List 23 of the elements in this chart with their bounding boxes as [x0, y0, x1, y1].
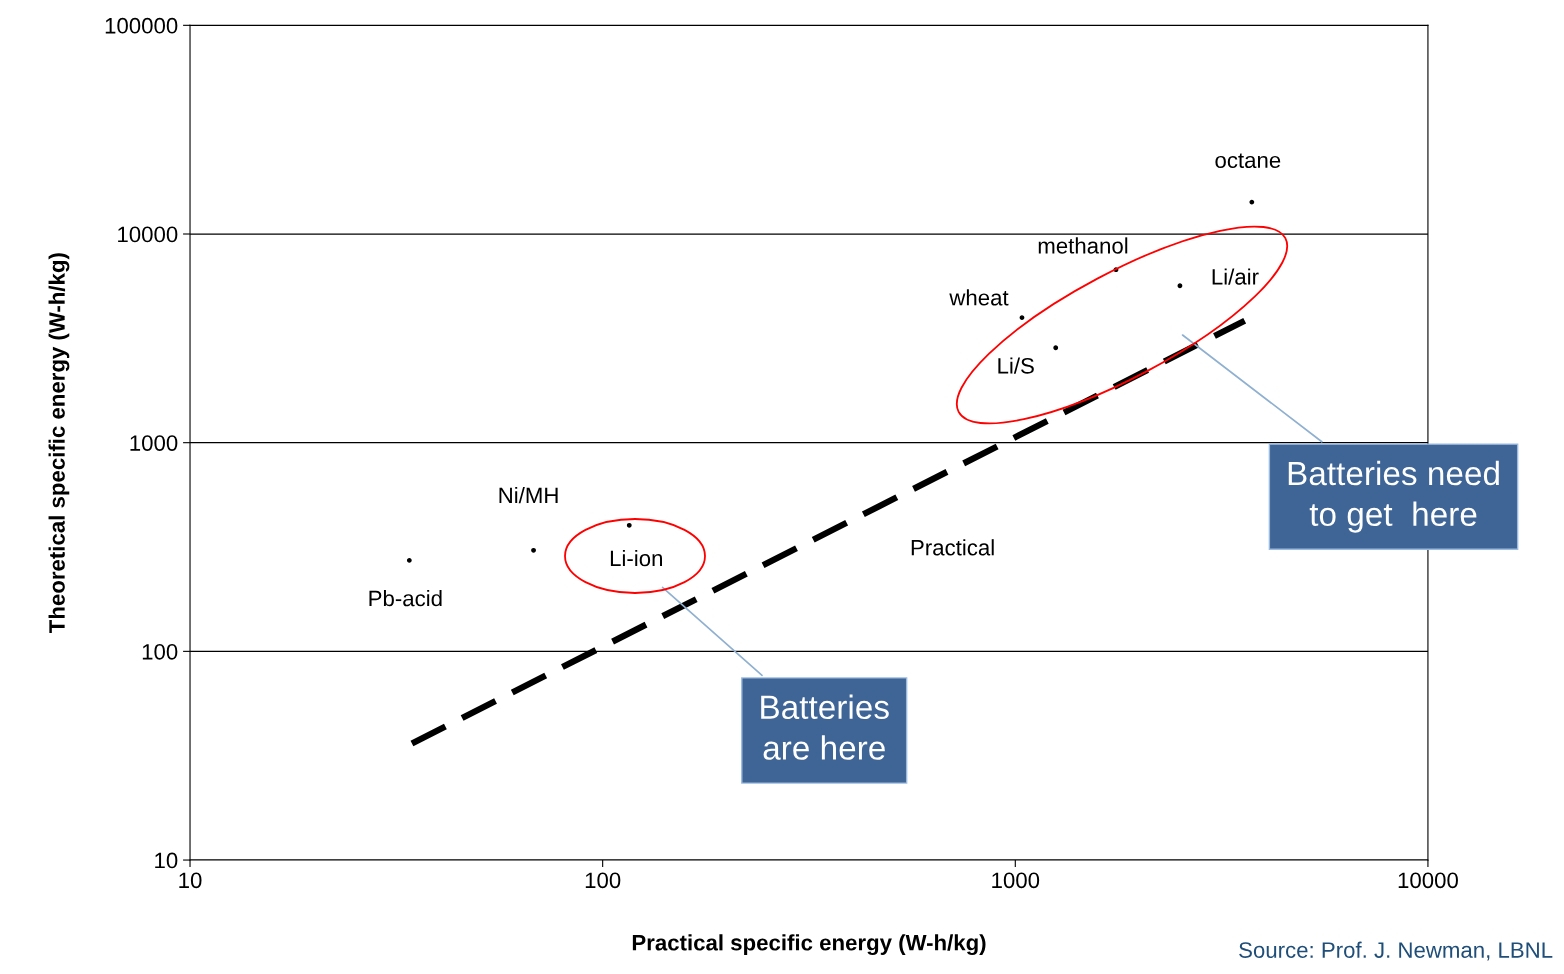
y-axis-title: Theoretical specific energy (W-h/kg) [48, 253, 70, 633]
y-tick-label: 1000 [130, 435, 178, 451]
y-tick-label: 100 [142, 643, 178, 660]
x-axis-title: Practical specific energy (W-h/kg) [632, 934, 986, 956]
annotation: octane [1215, 153, 1281, 169]
annotation: Li-ion [610, 549, 662, 567]
x-tick-label: 100 [585, 872, 621, 889]
annotation: Li/S [998, 357, 1034, 374]
y-tick-label: 10 [155, 852, 178, 869]
annotation: methanol [1038, 237, 1128, 254]
annotation: Batteries need to get here [1288, 460, 1499, 533]
source-note: Source: Prof. J. Newman, LBNL [1239, 941, 1553, 961]
x-tick-label: 10000 [1398, 872, 1458, 889]
annotation: Pb-acid [369, 589, 442, 607]
x-tick-label: 1000 [992, 872, 1040, 889]
annotation: Li/air [1212, 268, 1259, 285]
annotation: Batteries are here [761, 694, 889, 760]
annotation: Practical [911, 539, 994, 556]
annotation: wheat [949, 289, 1009, 306]
annotation: Ni/MH [499, 486, 558, 504]
y-tick-label: 100000 [105, 17, 178, 34]
x-tick-label: 10 [179, 872, 202, 889]
y-tick-label: 10000 [118, 226, 178, 243]
